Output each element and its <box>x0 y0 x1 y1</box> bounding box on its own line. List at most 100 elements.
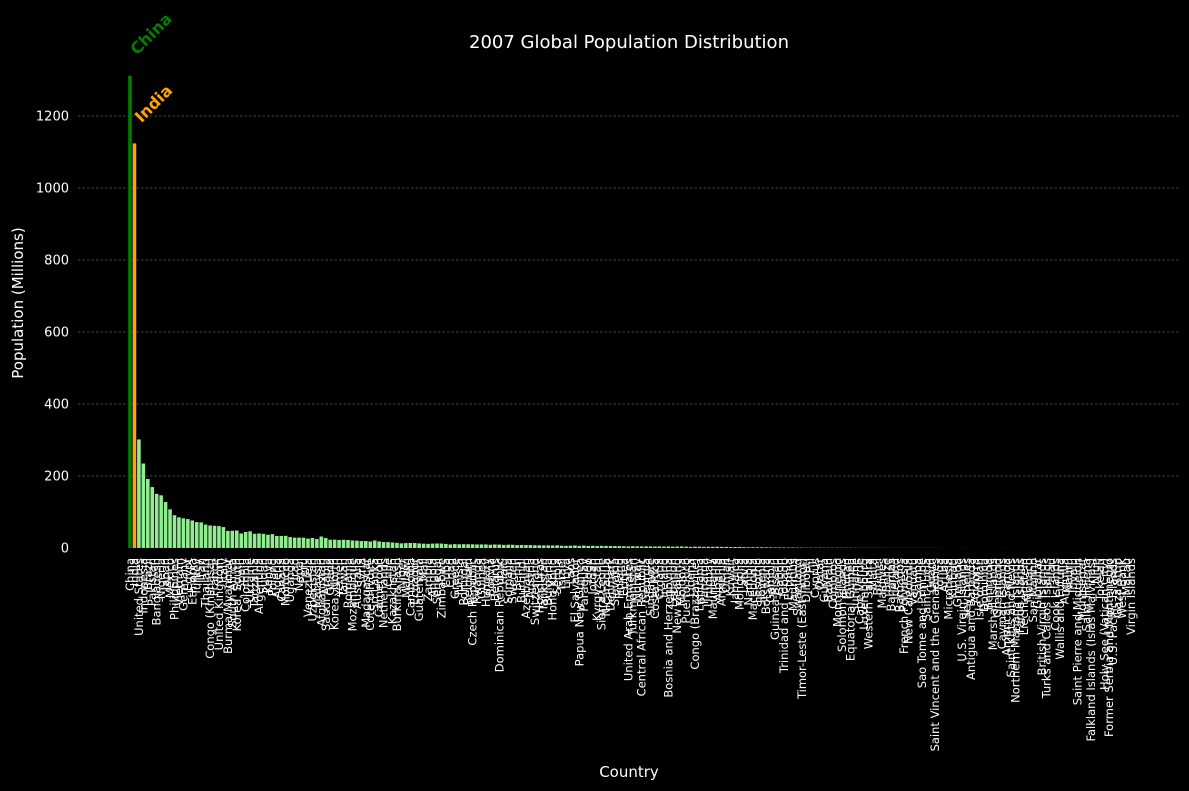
x-tick-label: U.S. Virgin Islands <box>955 558 969 662</box>
bar <box>599 545 604 548</box>
x-tick-label: Congo (Brazzaville) <box>688 558 702 670</box>
bar <box>546 545 550 548</box>
x-tick-label: Liechtenstein <box>1017 558 1031 635</box>
x-tick-label: Kiribati <box>946 558 960 599</box>
x-tick-label: Ghana <box>323 558 337 596</box>
bar <box>493 544 497 548</box>
bar <box>590 545 595 548</box>
x-tick-label: Cyprus <box>808 558 822 598</box>
x-tick-label: Guyana <box>817 558 831 602</box>
x-tick-label: Thailand <box>199 558 213 608</box>
bar <box>252 533 257 548</box>
bar <box>257 533 261 548</box>
x-tick-label: Austria <box>523 558 537 599</box>
x-tick-label: Sao Tome and Principe <box>915 558 929 688</box>
bar <box>684 546 688 548</box>
x-tick-label: Greece <box>448 558 462 599</box>
x-tick-label: Eritrea <box>617 558 631 596</box>
bar <box>688 546 693 548</box>
bar <box>270 534 275 548</box>
bar <box>564 545 568 548</box>
x-tick-label: United States <box>132 558 146 636</box>
bar <box>604 545 608 548</box>
bar <box>239 533 244 548</box>
x-tick-label: Bangladesh <box>150 558 164 625</box>
bar <box>439 543 444 548</box>
bar <box>711 546 715 548</box>
x-tick-label: Marshall Islands <box>986 558 1000 650</box>
x-tick-label: Gibraltar <box>1031 558 1045 609</box>
bar <box>479 544 484 548</box>
x-tick-label: Angola <box>426 558 440 598</box>
bar <box>137 439 141 548</box>
x-tick-label: Finland <box>612 558 626 599</box>
x-tick-label: Kyrgyzstan <box>590 558 604 621</box>
x-tick-label: Afghanistan <box>314 558 328 626</box>
bar <box>177 517 181 548</box>
bar <box>452 544 457 548</box>
y-tick-label: 1000 <box>36 182 69 197</box>
x-tick-label: New Zealand <box>670 558 684 634</box>
x-tick-label: Andorra <box>968 558 982 604</box>
x-tick-label: Portugal <box>457 558 471 606</box>
bar <box>484 544 488 548</box>
x-tick-label: Libya <box>559 558 573 589</box>
x-tick-label: Hong Kong <box>546 558 560 621</box>
bar <box>319 536 324 548</box>
x-tick-label: Mali <box>417 558 431 581</box>
x-tick-label: Bahrain <box>821 558 835 602</box>
x-tick-label: Mauritania <box>706 558 720 619</box>
bar <box>737 546 742 548</box>
x-tick-label: Samoa <box>910 558 924 598</box>
bar <box>657 546 662 548</box>
x-tick-label: Chad <box>443 558 457 588</box>
bar <box>595 546 599 548</box>
bar <box>608 546 613 548</box>
x-tick-label: Trinidad and Tobago <box>777 558 791 674</box>
x-tick-label: Dominica <box>977 558 991 612</box>
x-tick-label: Suriname <box>848 558 862 613</box>
bar <box>630 546 635 548</box>
x-tick-label: Madagascar <box>359 558 373 628</box>
x-tick-label: Gaza Strip <box>1111 558 1125 618</box>
x-tick-label: Guinea <box>474 558 488 599</box>
x-tick-label: Cayman Islands <box>995 558 1009 649</box>
bar <box>377 541 381 548</box>
bar <box>559 545 564 548</box>
x-tick-label: Malta <box>866 558 880 590</box>
x-tick-label: Palau <box>1044 558 1058 589</box>
x-tick-label: Uruguay <box>701 558 715 607</box>
x-tick-label: Macedonia <box>746 558 760 620</box>
bar <box>208 525 212 548</box>
bar <box>346 539 350 548</box>
x-tick-label: Grenada <box>950 558 964 607</box>
x-tick-label: Denmark <box>603 558 617 611</box>
x-tick-label: Belgium <box>461 558 475 605</box>
x-tick-label: India <box>127 558 141 586</box>
x-tick-label: Iran <box>194 558 208 580</box>
x-tick-label: Poland <box>265 558 279 596</box>
y-tick-label: 800 <box>44 254 69 269</box>
bar <box>368 541 373 548</box>
x-tick-label: Ecuador <box>408 558 422 605</box>
x-tick-label: Burma/Myanmar <box>221 558 235 654</box>
x-tick-label: Tokelau <box>1093 558 1107 602</box>
x-tick-label: Haiti <box>497 558 511 585</box>
bar <box>461 544 466 548</box>
bar <box>288 537 292 548</box>
x-tick-label: Argentina <box>252 558 266 614</box>
bar <box>501 544 506 548</box>
chart-title: 2007 Global Population Distribution <box>469 32 789 53</box>
x-tick-label: Niue <box>1088 558 1102 584</box>
x-tick-label: Monaco <box>1022 558 1036 603</box>
bar <box>243 532 248 548</box>
y-gridlines <box>78 115 1180 477</box>
bar <box>341 539 346 548</box>
x-tick-label: Saudi Arabia <box>319 558 333 631</box>
x-tick-label: Saint Kitts and Nevis <box>1004 558 1018 677</box>
x-tick-label: Mozambique <box>345 558 359 631</box>
x-tick-label: Congo (Kinshasa) <box>203 558 217 659</box>
x-tick-label: Tuvalu <box>1066 558 1080 596</box>
bar <box>719 546 724 548</box>
x-tick-label: Rwanda <box>470 558 484 604</box>
